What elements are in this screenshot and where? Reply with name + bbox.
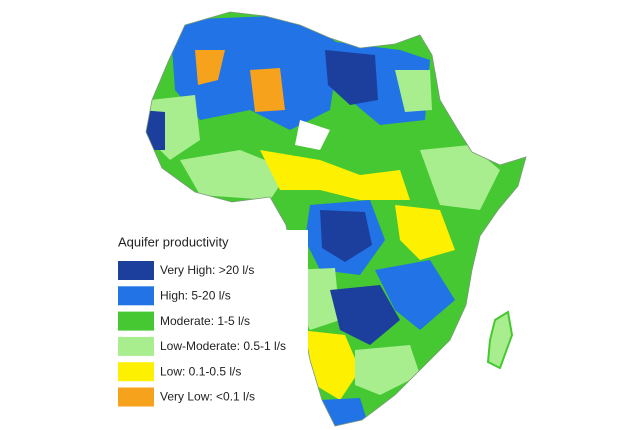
legend-label: Low: 0.1-0.5 l/s: [160, 364, 241, 378]
coastline: [145, 11, 527, 427]
legend-label: Low-Moderate: 0.5-1 l/s: [160, 339, 286, 353]
region: [330, 285, 400, 345]
region: [260, 150, 410, 200]
region: [295, 120, 330, 150]
region: [395, 205, 455, 260]
legend-swatch: [118, 286, 154, 306]
region: [320, 210, 372, 262]
region: [420, 145, 500, 210]
madagascar: [486, 310, 514, 370]
legend-title: Aquifer productivity: [118, 234, 229, 249]
legend-label: Very High: >20 l/s: [160, 263, 254, 277]
region: [375, 260, 455, 330]
region: [195, 50, 225, 85]
legend-swatch: [118, 311, 154, 331]
legend-swatch: [118, 387, 154, 407]
legend-swatch: [118, 362, 154, 382]
legend-swatch: [118, 336, 154, 356]
legend: Aquifer productivity Very High: >20 l/s H…: [118, 234, 286, 407]
legend-label: High: 5-20 l/s: [160, 288, 231, 302]
region: [325, 50, 378, 105]
legend-label: Moderate: 1-5 l/s: [160, 314, 250, 328]
region: [355, 345, 420, 395]
region: [250, 68, 285, 112]
legend-label: Very Low: <0.1 l/s: [160, 390, 255, 404]
legend-swatch: [118, 261, 154, 280]
region: [180, 150, 290, 200]
region: [395, 70, 432, 112]
